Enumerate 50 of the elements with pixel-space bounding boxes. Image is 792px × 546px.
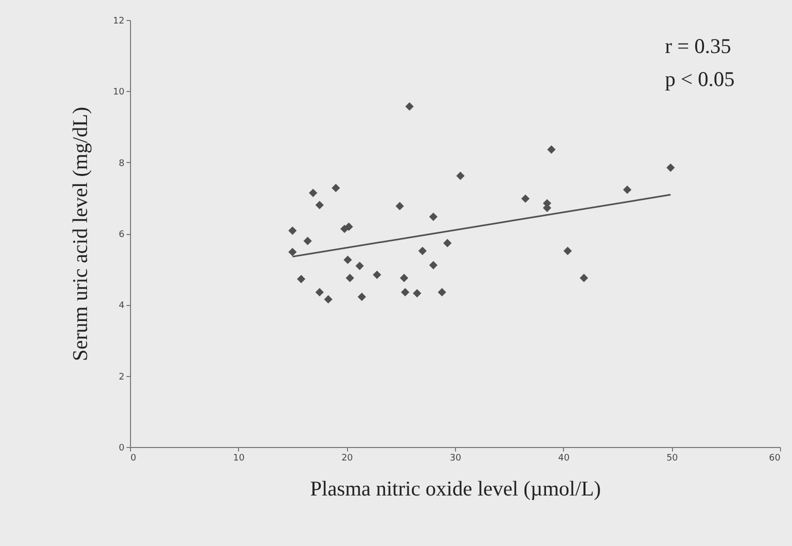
y-tick-label: 6: [118, 230, 125, 240]
point: [315, 200, 324, 210]
x-tick-label: 10: [233, 454, 245, 464]
point: [358, 292, 366, 302]
y-tick-label: 8: [118, 158, 125, 169]
y-tick-label: 4: [118, 301, 125, 312]
point: [288, 248, 297, 256]
x-tick-label: 20: [341, 454, 354, 464]
point: [418, 246, 427, 256]
point: [288, 226, 297, 235]
y-tick-label: 2: [118, 372, 124, 382]
x-tick-label: 30: [450, 454, 462, 464]
point: [429, 260, 438, 270]
annotation: p < 0.05: [665, 67, 735, 91]
point: [438, 288, 446, 296]
point: [303, 236, 312, 246]
point: [412, 289, 422, 298]
point: [456, 172, 465, 180]
point: [346, 274, 354, 282]
y-axis-title: Serum uric acid level (mg/dL): [68, 106, 92, 362]
point: [296, 274, 306, 284]
point: [324, 295, 332, 304]
point: [443, 238, 452, 248]
point: [355, 262, 364, 270]
x-tick-label: 40: [558, 454, 570, 464]
point: [666, 163, 675, 172]
x-tick-label: 0: [130, 454, 136, 464]
point: [400, 288, 410, 296]
point: [315, 288, 324, 296]
x-tick-label: 60: [769, 454, 781, 464]
x-axis-title: Plasma nitric oxide level (µmol/L): [310, 476, 601, 500]
annotation: r = 0.35: [665, 34, 732, 58]
y-tick-label: 12: [113, 16, 124, 26]
x-tick-label: 50: [666, 454, 678, 464]
point: [580, 274, 588, 282]
point: [396, 202, 404, 210]
point: [429, 212, 438, 221]
point: [547, 145, 556, 154]
point: [521, 194, 530, 203]
point: [400, 274, 408, 282]
point: [308, 188, 318, 198]
point: [332, 184, 340, 192]
point: [344, 256, 352, 264]
point: [405, 102, 414, 111]
point: [372, 270, 382, 279]
y-tick-label: 10: [113, 88, 125, 98]
point: [563, 246, 572, 256]
point: [623, 186, 632, 194]
y-tick-label: 0: [118, 444, 125, 454]
point: [344, 222, 354, 231]
